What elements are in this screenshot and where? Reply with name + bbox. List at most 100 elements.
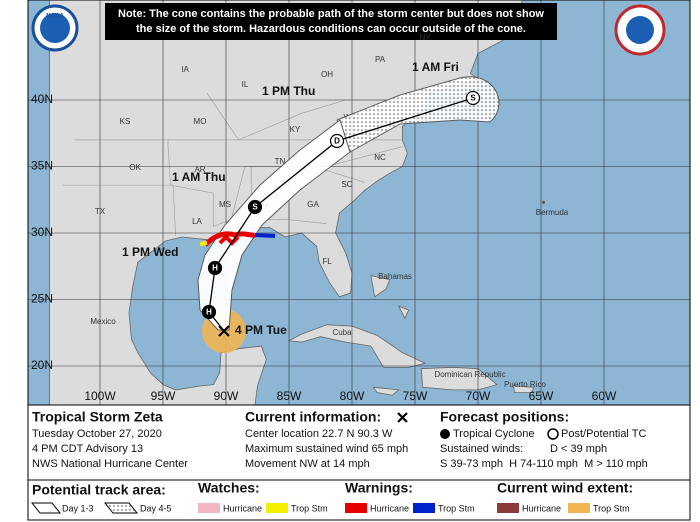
forecast-title: Forecast positions: (440, 409, 569, 425)
place-label: Bermuda (536, 208, 569, 217)
latitude-label: 25N (31, 292, 53, 306)
current-line: Movement NW at 14 mph (245, 458, 370, 470)
hurricane-warning (218, 234, 240, 246)
noaa-logo-inner (40, 13, 70, 43)
storm-center: NWS National Hurricane Center (32, 458, 188, 470)
current-symbol (397, 412, 408, 423)
place-label: TX (95, 207, 106, 216)
current-title: Current information: (245, 409, 381, 425)
place-label: Cuba (332, 328, 352, 337)
note-line: Note: The cone contains the probable pat… (118, 8, 544, 20)
place-label: MO (194, 117, 207, 126)
scale-label: S 39-73 mph H 74-110 mph M > 110 mph (440, 458, 648, 470)
warn-hurricane-label: Hurricane (370, 503, 409, 513)
trop-storm-warning (254, 233, 276, 238)
warn-trop-label: Trop Stm (438, 503, 475, 513)
longitude-label: 60W (592, 389, 617, 403)
forecast-intensity: H (212, 264, 218, 273)
place-label: MS (219, 200, 231, 209)
current-line: Center location 22.7 N 90.3 W (245, 428, 393, 440)
island (372, 386, 400, 396)
tc-symbol (440, 429, 450, 439)
place-label: KS (120, 117, 131, 126)
place-label: SC (341, 180, 352, 189)
hurricane-warning (203, 231, 256, 247)
place-label: GA (307, 200, 319, 209)
forecast-point (247, 199, 263, 215)
note-line: the size of the storm. Hazardous conditi… (136, 23, 526, 35)
place-label: OK (129, 163, 141, 172)
forecast-point (207, 260, 223, 276)
longitude-label: 75W (403, 389, 428, 403)
day13-swatch (30, 502, 62, 514)
place-label: IA (181, 65, 189, 74)
forecast-label: 1 PM Thu (262, 84, 315, 98)
ptc-symbol (547, 428, 559, 440)
island (370, 275, 391, 298)
warn-trop-swatch (413, 503, 435, 513)
cone-day13 (197, 119, 351, 331)
track-title: Potential track area: (32, 482, 166, 498)
legend-bottom (27, 479, 691, 521)
watches-title: Watches: (198, 480, 260, 496)
place-label: NY (419, 33, 431, 42)
watch-trop-swatch (266, 503, 288, 513)
place-label: OH (321, 70, 333, 79)
legend-top (27, 404, 691, 481)
longitude-label: 65W (529, 389, 554, 403)
day45-swatch (103, 502, 139, 514)
storm-date: Tuesday October 27, 2020 (32, 428, 162, 440)
place-label: Mexico (90, 317, 116, 326)
forecast-label: 1 AM Thu (172, 170, 226, 184)
longitude-label: 80W (340, 389, 365, 403)
forecast-label: 1 AM Fri (412, 60, 459, 74)
place-label: Bahamas (378, 272, 412, 281)
place-label: TN (275, 157, 286, 166)
forecast-label: 1 PM Wed (122, 245, 178, 259)
place-label: Puerto Rico (504, 380, 546, 389)
watch-hurricane-swatch (198, 503, 220, 513)
bermuda (542, 200, 546, 204)
place-label: NC (374, 153, 386, 162)
d-label: D < 39 mph (550, 443, 607, 455)
island (512, 385, 534, 393)
forecast-point (465, 90, 481, 106)
wind-hurricane-label: Hurricane (522, 503, 561, 513)
place-label: PA (375, 55, 386, 64)
cone-day45 (336, 76, 500, 153)
latitude-label: 20N (31, 358, 53, 372)
longitude-label: 85W (277, 389, 302, 403)
island (397, 305, 410, 319)
day13-label: Day 1-3 (62, 503, 94, 513)
current-label: 4 PM Tue (235, 323, 287, 337)
warnings-title: Warnings: (345, 480, 413, 496)
forecast-point (201, 304, 217, 320)
current-position (218, 325, 230, 337)
map (28, 0, 690, 405)
forecast-intensity: H (206, 308, 212, 317)
storm-advisory: 4 PM CDT Advisory 13 (32, 443, 143, 455)
forecast-point (329, 133, 345, 149)
nws-logo-inner (626, 16, 654, 44)
place-label: IL (242, 80, 249, 89)
longitude-label: 70W (466, 389, 491, 403)
place-label: AR (194, 165, 205, 174)
tc-label: Tropical Cyclone (453, 428, 535, 440)
current-line: Maximum sustained wind 65 mph (245, 443, 408, 455)
watch-hurricane-label: Hurricane (223, 503, 262, 513)
latitude-label: 40N (31, 92, 53, 106)
island (287, 324, 427, 368)
latitude-label: 30N (31, 225, 53, 239)
storm-name: Tropical Storm Zeta (32, 409, 163, 425)
longitude-label: 95W (151, 389, 176, 403)
watch-trop-label: Trop Stm (291, 503, 328, 513)
forecast-intensity: S (252, 203, 258, 212)
place-label: LA (192, 217, 202, 226)
warn-hurricane-swatch (345, 503, 367, 513)
winds-label: Sustained winds: (440, 443, 523, 455)
forecast-intensity: D (334, 137, 340, 146)
trop-storm-watch (199, 241, 208, 246)
wind-title: Current wind extent: (497, 480, 633, 496)
